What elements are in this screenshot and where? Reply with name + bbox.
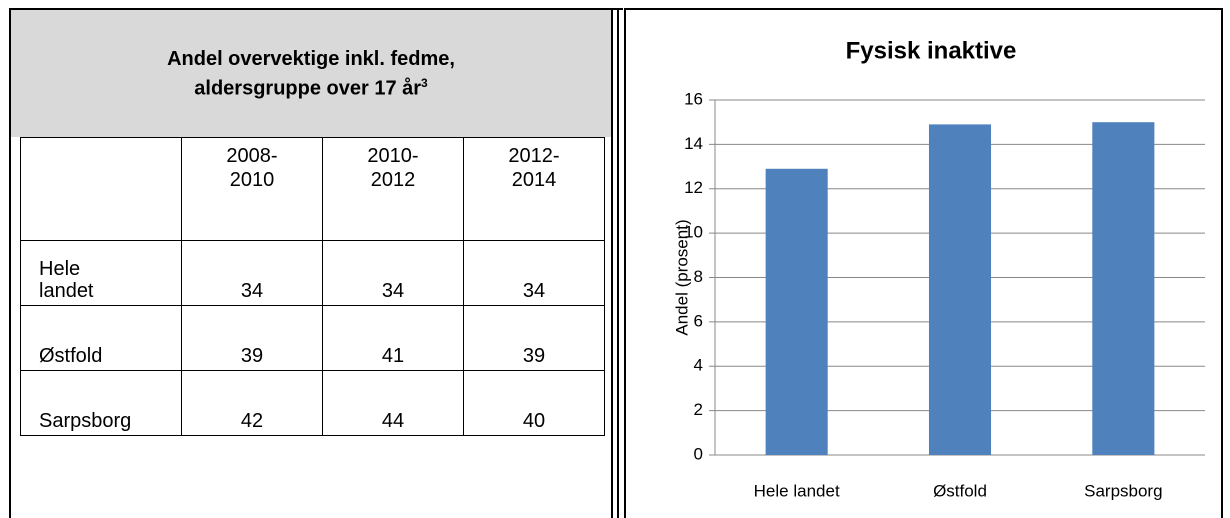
y-tick-label: 6 [694, 311, 703, 330]
cell: 42 [181, 370, 323, 436]
bar [1092, 122, 1155, 455]
border [617, 8, 619, 518]
y-tick-label: 2 [694, 400, 703, 419]
header-text: 2008- [226, 145, 278, 167]
cell: 44 [322, 370, 464, 436]
header-row: 2008- 2010 2010- 2012 2012- 2014 [20, 137, 605, 241]
y-tick-label: 14 [684, 134, 703, 153]
row: Sarpsborg 42 44 40 [20, 370, 605, 436]
header-line: aldersgruppe over 17 år3 [194, 71, 427, 101]
x-tick-label: Sarpsborg [1084, 481, 1162, 500]
footnote-mark: 3 [421, 75, 428, 90]
table: 2008- 2010 2010- 2012 2012- 2014 Hele landet 34… [20, 137, 605, 436]
header-text: 2014 [511, 169, 557, 191]
y-tick-label: 8 [694, 267, 703, 286]
border [9, 8, 623, 10]
header-text: 2010- [367, 145, 419, 167]
chart-title: Fysisk inaktive [846, 37, 1017, 64]
y-tick-label: 16 [684, 89, 703, 108]
row-label: Sarpsborg [39, 410, 132, 432]
row-label: Hele landet [39, 258, 94, 302]
y-axis-label: Andel (prosent) [672, 219, 691, 335]
header-text: 2012 [370, 169, 416, 191]
bar [928, 124, 992, 455]
border [624, 8, 1223, 10]
row: Østfold 39 41 39 [20, 305, 605, 371]
bar [765, 168, 828, 455]
border [624, 8, 626, 518]
header-text: aldersgruppe over 17 år [194, 77, 422, 100]
corner-cell [20, 137, 182, 241]
header-text: 2010 [229, 169, 275, 191]
table-header: Andel overvektige inkl. fedme, aldersgru… [11, 10, 611, 137]
x-tick-label: Hele landet [754, 481, 840, 500]
x-tick-label: Østfold [933, 481, 987, 500]
row-label: Østfold [39, 345, 103, 367]
cell: 39 [181, 305, 323, 371]
header-line: Andel overvektige inkl. fedme, [167, 47, 455, 70]
y-tick-label: 0 [694, 444, 703, 463]
header-text: 2012- [508, 145, 560, 167]
cell: 39 [463, 305, 605, 371]
border [611, 8, 613, 518]
y-tick-label: 10 [684, 223, 703, 242]
column-header: 2012- 2014 [463, 137, 605, 241]
y-tick-label: 4 [694, 356, 703, 375]
row-label-cell: Østfold [20, 305, 182, 371]
row-label-cell: Sarpsborg [20, 370, 182, 436]
border [9, 8, 11, 518]
row-label-cell: Hele landet [20, 240, 182, 306]
border [1221, 8, 1223, 518]
cell: 34 [463, 240, 605, 306]
row: Hele landet 34 34 34 [20, 240, 605, 306]
y-tick-label: 12 [684, 178, 703, 197]
cell: 40 [463, 370, 605, 436]
